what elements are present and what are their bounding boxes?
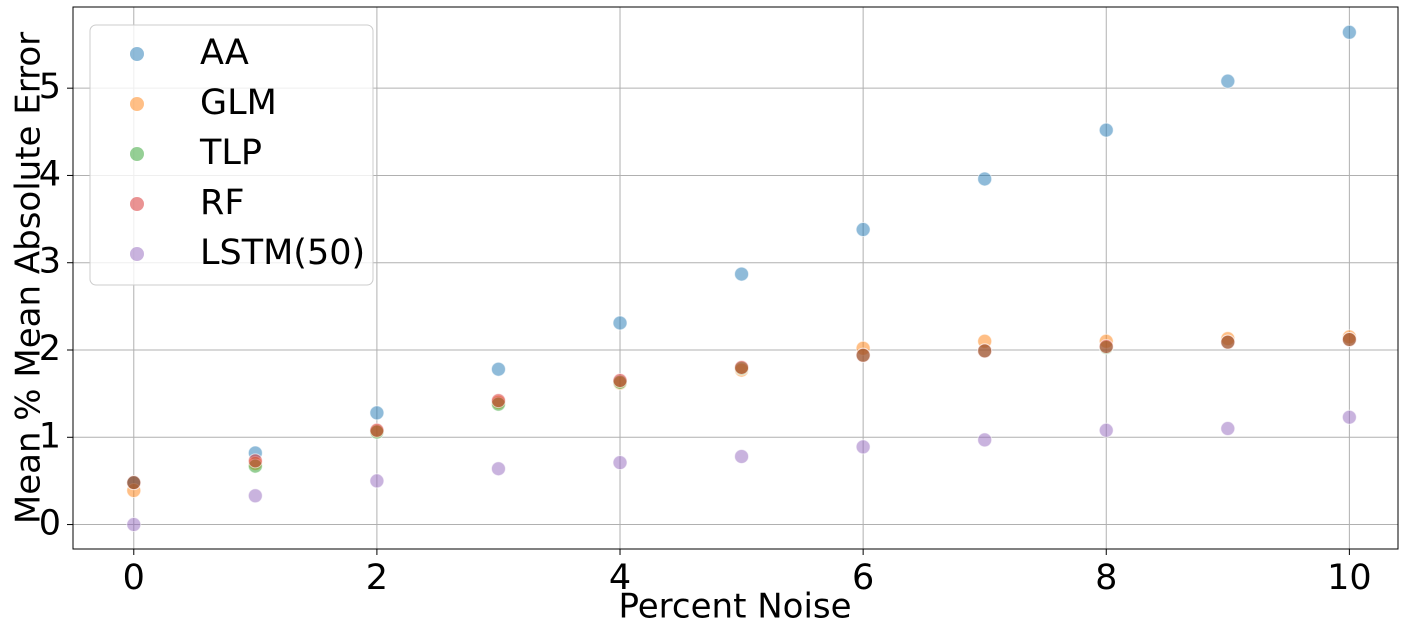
y-tick-label: 1 [39,416,61,456]
point [1098,422,1114,438]
point [490,461,506,477]
x-axis-label: Percent Noise [618,587,851,627]
legend-marker [130,47,144,61]
y-tick-label: 5 [39,67,61,107]
point [1220,421,1236,437]
y-tick-label: 4 [39,154,61,194]
point [1341,409,1357,425]
point [855,347,871,363]
point [247,488,263,504]
legend-marker [130,97,144,111]
point [612,315,628,331]
legend-marker [130,247,144,261]
y-tick-label: 3 [39,242,61,282]
plot-frame [72,6,1399,550]
point [734,359,750,375]
point [369,405,385,421]
x-tick-label: 2 [366,558,388,598]
point [855,222,871,238]
point [1220,73,1236,89]
point [734,266,750,282]
point [247,453,263,469]
point [369,422,385,438]
point [369,473,385,489]
legend-label: AA [200,33,249,73]
point [977,171,993,187]
point [126,517,142,533]
legend-label: RF [200,183,244,223]
point [612,373,628,389]
y-tick-label: 2 [39,329,61,369]
point [734,448,750,464]
point [612,455,628,471]
point [977,343,993,359]
x-tick-label: 4 [609,558,631,598]
x-tick-label: 10 [1327,558,1372,598]
point [855,439,871,455]
x-tick-label: 0 [123,558,145,598]
legend-marker [130,197,144,211]
legend-marker [130,147,144,161]
legend-label: TLP [199,133,262,173]
point [1341,332,1357,348]
x-tick-label: 8 [1095,558,1117,598]
y-axis-label: Mean % Mean Absolute Error [9,32,49,524]
legend-label: GLM [200,83,277,123]
y-tick-label: 0 [39,504,61,544]
point [977,432,993,448]
point [1098,339,1114,355]
legend-box [89,24,374,286]
point [1220,334,1236,350]
point [490,361,506,377]
point [490,393,506,409]
x-tick-label: 6 [852,558,874,598]
point [1341,24,1357,40]
point [126,475,142,491]
legend-label: LSTM(50) [200,233,365,273]
point [1098,122,1114,138]
